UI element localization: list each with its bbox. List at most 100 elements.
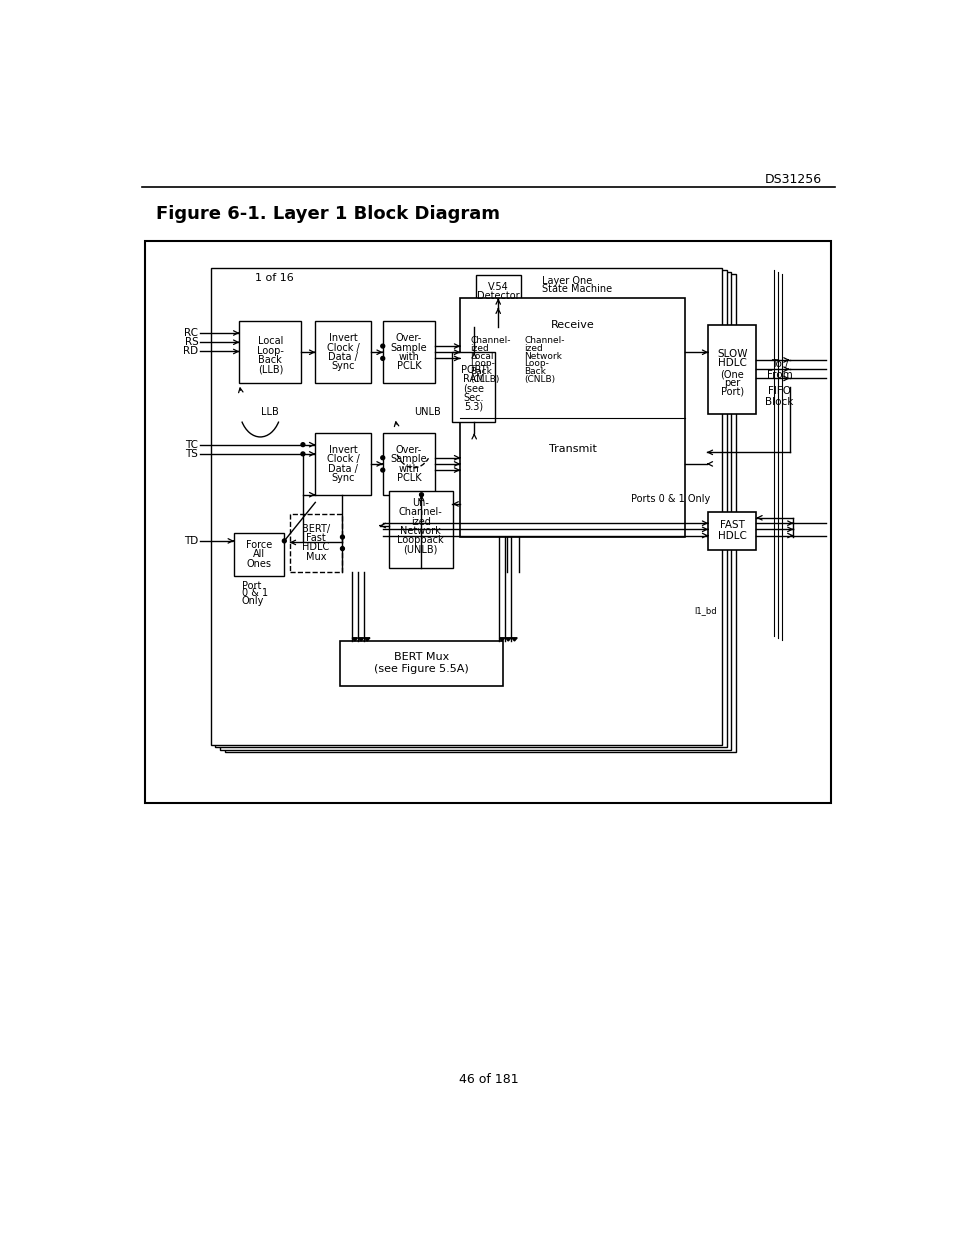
Bar — [382, 433, 435, 495]
Circle shape — [380, 345, 384, 348]
Circle shape — [340, 535, 344, 538]
Text: Un-: Un- — [412, 498, 429, 508]
Text: Loopback: Loopback — [397, 535, 443, 545]
Text: Back: Back — [470, 367, 492, 375]
Text: Receive: Receive — [550, 320, 594, 330]
Bar — [220, 272, 731, 750]
Text: with: with — [398, 463, 419, 473]
Polygon shape — [364, 637, 370, 641]
Text: 5.3): 5.3) — [464, 401, 483, 412]
Text: RD: RD — [183, 347, 198, 357]
Polygon shape — [498, 637, 504, 641]
Bar — [382, 321, 435, 383]
Bar — [290, 514, 342, 572]
Text: TS: TS — [185, 448, 198, 459]
Text: Clock /: Clock / — [327, 342, 359, 353]
Text: Loop-: Loop- — [256, 346, 283, 356]
Text: (see Figure 5.5A): (see Figure 5.5A) — [374, 664, 468, 674]
Text: Clock /: Clock / — [327, 454, 359, 464]
Text: To /: To / — [770, 359, 787, 369]
Text: Sync: Sync — [331, 361, 355, 370]
Bar — [239, 321, 301, 383]
Bar — [224, 274, 736, 752]
Text: Network: Network — [400, 526, 440, 536]
Text: l1_bd: l1_bd — [694, 605, 716, 615]
Text: HDLC: HDLC — [717, 358, 746, 368]
Text: Ports 0 & 1 Only: Ports 0 & 1 Only — [630, 494, 709, 504]
Text: 46 of 181: 46 of 181 — [458, 1073, 518, 1087]
Text: Network: Network — [524, 352, 562, 361]
Bar — [707, 511, 756, 550]
Circle shape — [282, 538, 286, 543]
Text: Sample: Sample — [391, 454, 427, 464]
Circle shape — [301, 442, 305, 447]
Text: RS: RS — [184, 337, 198, 347]
Text: Port: Port — [241, 580, 261, 590]
Circle shape — [380, 456, 384, 459]
Text: 0 & 1: 0 & 1 — [241, 588, 268, 598]
Text: From: From — [766, 370, 792, 380]
Circle shape — [340, 547, 344, 551]
Bar — [145, 241, 831, 803]
Text: Back: Back — [258, 354, 282, 366]
Text: Transmit: Transmit — [548, 443, 596, 453]
Bar — [233, 534, 284, 576]
Text: TC: TC — [185, 440, 198, 450]
Text: RC: RC — [184, 329, 198, 338]
Text: Over-: Over- — [395, 333, 422, 343]
Circle shape — [380, 357, 384, 361]
Text: SLOW: SLOW — [717, 350, 747, 359]
Text: Invert: Invert — [329, 445, 357, 454]
Text: Invert: Invert — [329, 333, 357, 343]
Text: 1 of 16: 1 of 16 — [254, 273, 294, 283]
Text: Figure 6-1. Layer 1 Block Diagram: Figure 6-1. Layer 1 Block Diagram — [156, 205, 500, 222]
Text: FIFO: FIFO — [767, 385, 790, 395]
Text: V.54: V.54 — [487, 282, 508, 291]
Text: Loop-: Loop- — [524, 359, 549, 368]
Text: UNLB: UNLB — [414, 406, 440, 416]
Text: Detector: Detector — [476, 291, 519, 301]
Bar — [476, 275, 520, 308]
Text: (CLLB): (CLLB) — [470, 374, 499, 384]
Text: Over-: Over- — [395, 445, 422, 454]
Bar — [452, 352, 495, 421]
Text: Block: Block — [764, 398, 793, 408]
Text: Sec.: Sec. — [463, 393, 483, 403]
Bar — [215, 270, 726, 747]
Text: State Machine: State Machine — [541, 284, 611, 294]
Text: ized: ized — [411, 516, 430, 526]
Text: Loop-: Loop- — [470, 359, 495, 368]
Circle shape — [419, 493, 423, 496]
Bar — [340, 641, 502, 685]
Text: (LLB): (LLB) — [257, 364, 283, 374]
Circle shape — [380, 468, 384, 472]
Polygon shape — [358, 637, 363, 641]
Text: ized: ized — [470, 343, 489, 353]
Polygon shape — [505, 637, 511, 641]
Bar — [315, 321, 371, 383]
Text: PORT: PORT — [460, 366, 486, 375]
Text: Channel-: Channel- — [524, 336, 564, 346]
Text: Sync: Sync — [331, 473, 355, 483]
Text: Back: Back — [524, 367, 546, 375]
Text: Local: Local — [257, 336, 283, 347]
Text: Layer One: Layer One — [541, 277, 591, 287]
Text: (UNLB): (UNLB) — [403, 545, 437, 555]
Polygon shape — [511, 637, 517, 641]
Text: BERT Mux: BERT Mux — [394, 652, 449, 662]
Text: Channel-: Channel- — [470, 336, 510, 346]
Text: RAM: RAM — [462, 374, 484, 384]
Text: ized: ized — [524, 343, 543, 353]
Text: (CNLB): (CNLB) — [524, 374, 555, 384]
Bar — [707, 325, 756, 414]
Text: (One: (One — [720, 369, 743, 379]
Text: PCLK: PCLK — [396, 473, 421, 483]
Text: Data /: Data / — [328, 463, 357, 473]
Text: PCLK: PCLK — [396, 361, 421, 370]
Bar — [315, 433, 371, 495]
Polygon shape — [352, 637, 357, 641]
Text: Only: Only — [241, 597, 264, 606]
Text: with: with — [398, 352, 419, 362]
Text: (see: (see — [463, 383, 484, 394]
Text: Sample: Sample — [391, 342, 427, 353]
